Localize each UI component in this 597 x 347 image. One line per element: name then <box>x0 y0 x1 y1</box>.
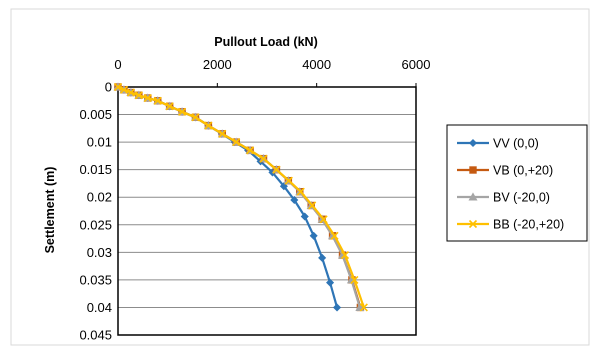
x-tick-label: 2000 <box>203 57 232 72</box>
data-point <box>232 138 241 147</box>
x-tick-label: 4000 <box>302 57 331 72</box>
data-point <box>119 85 129 94</box>
y-tick-label: 0.025 <box>79 217 112 232</box>
y-tick-label: 0 <box>105 80 112 95</box>
legend-label: BB (-20,+20) <box>493 218 564 232</box>
legend-item: VB (0,+20) <box>457 164 553 178</box>
axes-layer: 0 0.005 0.01 0.015 0.02 0.025 0.03 0.035 0.04 0.0… <box>79 57 430 343</box>
data-point <box>350 275 359 284</box>
data-point <box>191 113 200 122</box>
data-point <box>300 212 309 221</box>
data-point <box>333 303 342 312</box>
series-3 <box>113 82 368 312</box>
y-tick-label: 0.04 <box>87 300 112 315</box>
legend-item: BV (-20,0) <box>457 191 550 205</box>
y-tick-label: 0.01 <box>87 135 112 150</box>
legend-marker <box>468 219 478 229</box>
legend-marker <box>468 138 478 148</box>
data-point <box>290 195 299 205</box>
data-point <box>284 176 293 185</box>
data-point <box>340 251 350 260</box>
data-point <box>330 231 339 240</box>
legend-label: VB (0,+20) <box>493 164 553 178</box>
legend-item: VV (0,0) <box>457 137 539 151</box>
x-tick-label: 6000 <box>402 57 431 72</box>
series-layer <box>113 82 368 312</box>
y-tick-label: 0.005 <box>79 107 112 122</box>
data-point <box>153 96 162 105</box>
data-point <box>296 187 305 196</box>
data-point <box>359 303 368 312</box>
data-point <box>319 215 328 224</box>
x-tick-label: 0 <box>114 57 121 72</box>
legend-marker <box>469 166 477 174</box>
data-point <box>308 201 317 210</box>
legend: VV (0,0) VB (0,+20) BV (-20,0) BB (-20,+20) <box>446 124 588 242</box>
plot-area-border <box>117 86 417 336</box>
legend-marker <box>468 192 478 201</box>
legend-label: VV (0,0) <box>493 137 539 151</box>
data-point <box>272 165 281 174</box>
legend-item: BB (-20,+20) <box>457 218 564 232</box>
y-tick-label: 0.035 <box>79 272 112 287</box>
y-tick-label: 0.02 <box>87 190 112 205</box>
data-point <box>246 146 255 155</box>
data-point <box>113 82 123 92</box>
y-tick-label: 0.03 <box>87 245 112 260</box>
data-point <box>204 121 213 130</box>
data-point <box>178 107 187 116</box>
data-point <box>143 93 152 103</box>
data-point <box>326 278 335 287</box>
legend-label: BV (-20,0) <box>493 191 550 205</box>
data-point <box>318 253 327 262</box>
data-point <box>165 102 174 111</box>
data-point <box>126 88 135 97</box>
y-axis-title: Settlement (m) <box>43 167 57 254</box>
x-axis-title: Pullout Load (kN) <box>214 35 317 49</box>
data-point <box>218 129 227 138</box>
data-point <box>259 154 268 163</box>
data-point <box>134 91 143 100</box>
y-tick-label: 0.015 <box>79 162 112 177</box>
y-tick-label: 0.045 <box>79 328 112 343</box>
data-point <box>309 231 318 240</box>
